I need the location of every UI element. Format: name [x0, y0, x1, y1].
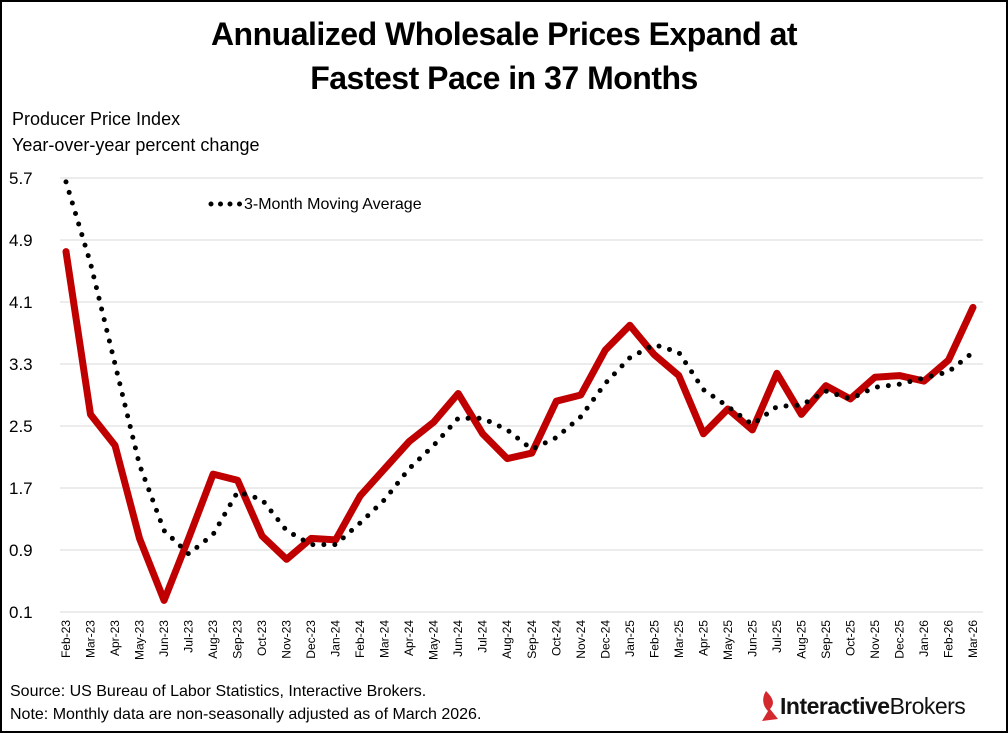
logo-text-interactive: Interactive [780, 692, 890, 719]
footer: Source: US Bureau of Labor Statistics, I… [10, 680, 481, 726]
x-tick-label: Sep-24 [525, 620, 539, 659]
logo-text-brokers: Brokers [889, 692, 966, 719]
y-axis-label: Producer Price Index Year-over-year perc… [12, 106, 259, 158]
x-tick-label: Nov-25 [868, 620, 882, 659]
x-tick-label: Jun-23 [157, 620, 171, 657]
x-tick-label: Sep-23 [231, 620, 245, 659]
x-tick-label: Feb-23 [59, 620, 73, 658]
x-tick-label: Feb-26 [941, 620, 955, 658]
x-tick-label: Jan-25 [623, 620, 637, 657]
source-note: Source: US Bureau of Labor Statistics, I… [10, 683, 427, 700]
x-tick-labels: Feb-23 Mar-23 Apr-23 May-23 Jun-23 Jul-23 Aug-… [59, 620, 980, 660]
y-tick-label: 3.3 [9, 355, 33, 374]
x-tick-label: Aug-25 [794, 620, 808, 659]
x-tick-label: Feb-24 [353, 620, 367, 658]
legend: 3-Month Moving Average [208, 196, 422, 213]
x-tick-label: Aug-23 [206, 620, 220, 659]
legend-label-moving-average: 3-Month Moving Average [244, 196, 422, 213]
series-lines [62, 179, 977, 604]
y-tick-label: 4.1 [9, 293, 33, 312]
x-tick-label: May-24 [427, 620, 441, 660]
x-tick-label: Dec-24 [598, 620, 612, 659]
moving-average-line [63, 179, 976, 558]
x-tick-label: Mar-24 [378, 620, 392, 658]
x-tick-label: May-23 [133, 620, 147, 660]
x-tick-label: Sep-25 [819, 620, 833, 659]
x-tick-label: May-25 [721, 620, 735, 660]
interactive-brokers-logo: InteractiveBrokers [758, 686, 966, 726]
y-tick-label: 2.5 [9, 417, 33, 436]
chart-title-line2: Fastest Pace in 37 Months [310, 60, 698, 96]
x-tick-label: Dec-25 [892, 620, 906, 659]
x-tick-label: Oct-24 [549, 620, 563, 656]
y-axis-label-line2: Year-over-year percent change [12, 135, 260, 155]
data-note: Note: Monthly data are non-seasonally ad… [10, 706, 482, 723]
ppi-yoy-line [62, 248, 977, 604]
x-tick-label: Apr-24 [402, 620, 416, 656]
x-tick-label: Jul-25 [770, 620, 784, 653]
x-tick-label: Jul-23 [182, 620, 196, 653]
x-tick-label: Aug-24 [500, 620, 514, 659]
x-tick-label: Oct-25 [843, 620, 857, 656]
logo-text: InteractiveBrokers [780, 692, 966, 720]
y-tick-label: 0.9 [9, 541, 33, 560]
x-tick-label: Jan-26 [917, 620, 931, 657]
y-tick-labels: 0.1 0.9 1.7 2.5 3.3 4.1 4.9 5.7 [9, 169, 33, 622]
y-tick-label: 0.1 [9, 603, 33, 622]
chart-title: Annualized Wholesale Prices Expand at Fa… [0, 12, 1008, 100]
x-tick-label: Jul-24 [476, 620, 490, 653]
x-tick-label: Nov-24 [574, 620, 588, 659]
chart-title-line1: Annualized Wholesale Prices Expand at [210, 16, 798, 52]
y-axis-label-line1: Producer Price Index [12, 109, 181, 129]
brokers-flame-icon [762, 691, 778, 721]
x-tick-label: Jun-25 [745, 620, 759, 657]
x-tick-label: Mar-23 [84, 620, 98, 658]
x-tick-label: Apr-23 [108, 620, 122, 656]
x-tick-label: Oct-23 [255, 620, 269, 656]
y-tick-label: 4.9 [9, 231, 33, 250]
x-tick-label: Jun-24 [451, 620, 465, 657]
x-tick-label: Mar-25 [672, 620, 686, 658]
x-tick-label: Mar-26 [966, 620, 980, 658]
x-tick-label: Feb-25 [647, 620, 661, 658]
y-tick-label: 5.7 [9, 169, 33, 188]
x-tick-label: Jan-24 [329, 620, 343, 657]
x-tick-label: Apr-25 [696, 620, 710, 656]
y-tick-label: 1.7 [9, 479, 33, 498]
x-tick-label: Nov-23 [280, 620, 294, 659]
gridlines [60, 177, 983, 613]
x-tick-label: Dec-23 [304, 620, 318, 659]
